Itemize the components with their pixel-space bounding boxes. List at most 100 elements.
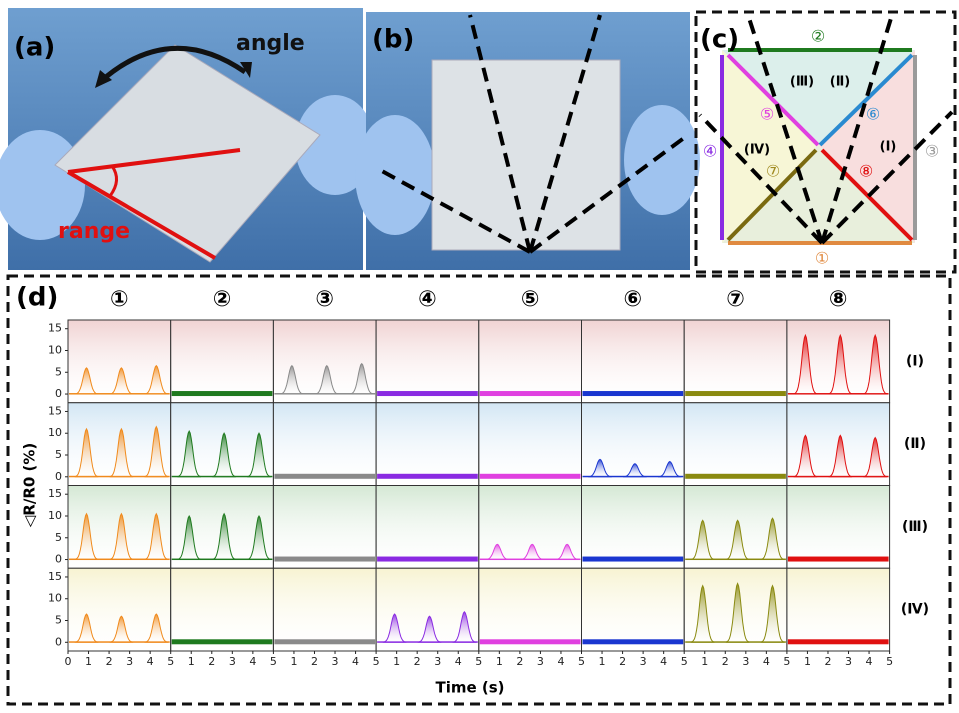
x-tick-label: 5 bbox=[475, 655, 482, 668]
edge-label: ② bbox=[811, 27, 825, 46]
x-tick-label: 1 bbox=[701, 655, 708, 668]
x-tick-label: 2 bbox=[106, 655, 113, 668]
edge-label: ① bbox=[815, 249, 829, 268]
column-header: ⑥ bbox=[624, 287, 643, 312]
x-tick-label: 3 bbox=[332, 655, 339, 668]
x-tick-label: 4 bbox=[147, 655, 154, 668]
x-tick-label: 4 bbox=[763, 655, 770, 668]
y-tick-label: 0 bbox=[55, 553, 62, 566]
cell bbox=[684, 320, 787, 403]
y-tick-label: 15 bbox=[48, 487, 62, 500]
y-tick-label: 0 bbox=[55, 635, 62, 648]
edge-label: ⑦ bbox=[766, 162, 780, 181]
x-tick-label: 3 bbox=[742, 655, 749, 668]
column-header: ⑦ bbox=[726, 287, 745, 312]
row-label: (Ⅱ) bbox=[904, 436, 926, 452]
region-label: (Ⅱ) bbox=[830, 75, 850, 90]
x-tick-label: 5 bbox=[681, 655, 688, 668]
x-tick-label: 2 bbox=[824, 655, 831, 668]
x-tick-label: 1 bbox=[599, 655, 606, 668]
y-tick-label: 10 bbox=[48, 509, 62, 522]
cell bbox=[479, 568, 582, 651]
cell bbox=[273, 486, 376, 569]
x-tick-label: 4 bbox=[660, 655, 667, 668]
cell bbox=[479, 403, 582, 486]
cell bbox=[787, 568, 890, 651]
cell bbox=[787, 486, 890, 569]
column-header: ⑧ bbox=[829, 287, 848, 312]
y-tick-label: 10 bbox=[48, 592, 62, 605]
x-tick-label: 5 bbox=[167, 655, 174, 668]
x-tick-label: 1 bbox=[804, 655, 811, 668]
x-tick-label: 2 bbox=[722, 655, 729, 668]
panel-label: (a) bbox=[14, 33, 55, 63]
x-tick-label: 2 bbox=[619, 655, 626, 668]
column-header: ① bbox=[110, 287, 129, 312]
column-header: ③ bbox=[315, 287, 334, 312]
cell bbox=[479, 320, 582, 403]
row-label: (Ⅰ) bbox=[906, 353, 924, 369]
x-tick-label: 2 bbox=[311, 655, 318, 668]
x-tick-label: 0 bbox=[65, 655, 72, 668]
y-tick-label: 5 bbox=[55, 614, 62, 627]
x-tick-label: 3 bbox=[640, 655, 647, 668]
y-axis-label: ◁R/R0 (%) bbox=[21, 443, 39, 528]
x-tick-label: 4 bbox=[352, 655, 359, 668]
glove bbox=[355, 115, 435, 235]
column-header: ② bbox=[213, 287, 232, 312]
region-label: (Ⅲ) bbox=[790, 75, 814, 90]
x-tick-label: 4 bbox=[866, 655, 873, 668]
x-tick-label: 1 bbox=[188, 655, 195, 668]
cell bbox=[582, 568, 685, 651]
cell bbox=[582, 486, 685, 569]
x-tick-label: 4 bbox=[455, 655, 462, 668]
x-tick-label: 1 bbox=[85, 655, 92, 668]
y-tick-label: 0 bbox=[55, 470, 62, 483]
column-header: ④ bbox=[418, 287, 437, 312]
x-tick-label: 5 bbox=[373, 655, 380, 668]
edge-label: ⑧ bbox=[859, 162, 873, 181]
x-tick-label: 3 bbox=[229, 655, 236, 668]
angle-label: angle bbox=[236, 31, 305, 56]
panel-b: (b) bbox=[355, 12, 700, 270]
x-tick-label: 2 bbox=[516, 655, 523, 668]
x-tick-label: 4 bbox=[249, 655, 256, 668]
x-tick-label: 2 bbox=[208, 655, 215, 668]
row-label: (Ⅳ) bbox=[901, 602, 929, 618]
cell bbox=[376, 320, 479, 403]
y-tick-label: 15 bbox=[48, 404, 62, 417]
x-tick-label: 3 bbox=[845, 655, 852, 668]
panel-label: (d) bbox=[16, 283, 58, 313]
x-tick-label: 5 bbox=[270, 655, 277, 668]
x-tick-label: 2 bbox=[414, 655, 421, 668]
x-tick-label: 5 bbox=[886, 655, 893, 668]
cell bbox=[273, 568, 376, 651]
edge-label: ⑥ bbox=[866, 105, 880, 124]
x-tick-label: 1 bbox=[496, 655, 503, 668]
cell bbox=[376, 403, 479, 486]
y-tick-label: 0 bbox=[55, 387, 62, 400]
y-tick-label: 5 bbox=[55, 531, 62, 544]
y-tick-label: 15 bbox=[48, 570, 62, 583]
region-label: (Ⅰ) bbox=[880, 140, 897, 155]
cell bbox=[582, 320, 685, 403]
cell bbox=[171, 320, 274, 403]
y-tick-label: 10 bbox=[48, 343, 62, 356]
x-tick-label: 3 bbox=[434, 655, 441, 668]
edge-label: ④ bbox=[703, 142, 717, 161]
x-tick-label: 3 bbox=[126, 655, 133, 668]
cell bbox=[273, 403, 376, 486]
x-tick-label: 1 bbox=[290, 655, 297, 668]
x-tick-label: 5 bbox=[578, 655, 585, 668]
column-header: ⑤ bbox=[521, 287, 540, 312]
y-tick-label: 10 bbox=[48, 426, 62, 439]
panel-c: ① ② ③ ④ ⑤ ⑥ ⑦ ⑧ (Ⅰ) (Ⅱ) (Ⅲ) (Ⅳ) (c) bbox=[696, 12, 955, 272]
region-label: (Ⅳ) bbox=[744, 143, 770, 158]
y-tick-label: 5 bbox=[55, 365, 62, 378]
x-tick-label: 4 bbox=[557, 655, 564, 668]
film bbox=[432, 60, 620, 250]
cell bbox=[171, 568, 274, 651]
